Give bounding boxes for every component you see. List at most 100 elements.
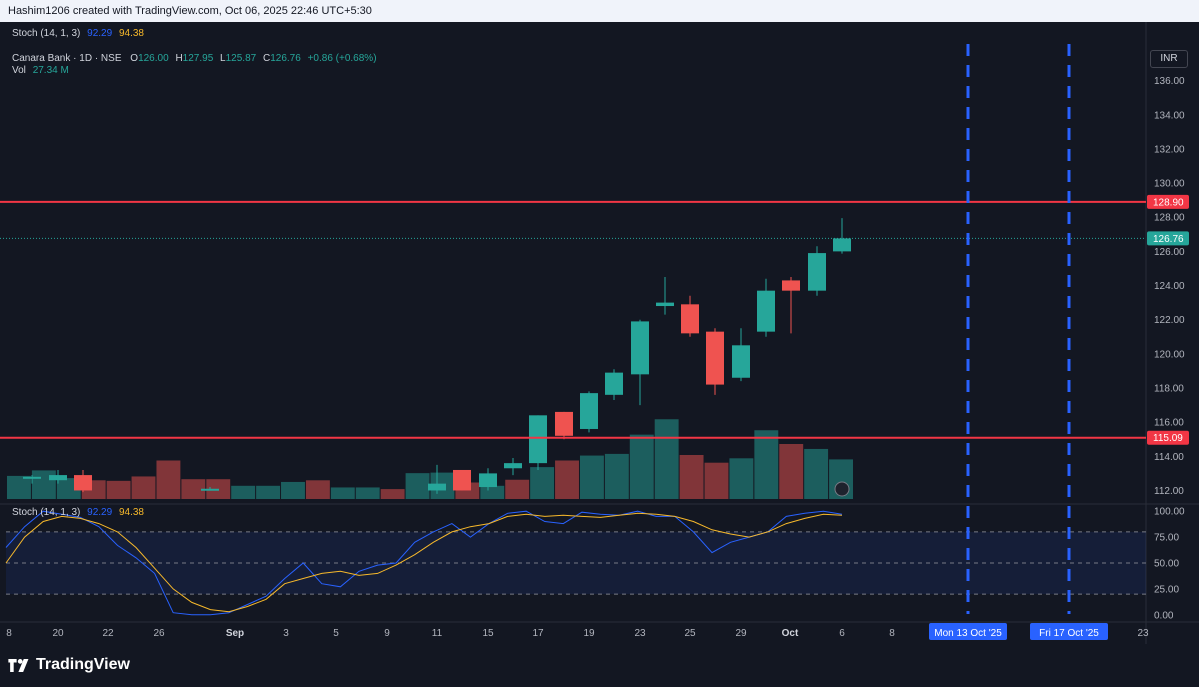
top-stoch-legend[interactable]: Stoch (14, 1, 3) 92.29 94.38 — [12, 28, 144, 39]
volume-bar — [131, 476, 156, 499]
open-value: 126.00 — [138, 53, 169, 64]
currency-button[interactable]: INR — [1150, 50, 1188, 68]
level-price-tag — [1147, 430, 1189, 445]
high-label: H — [175, 53, 183, 64]
volume-bar — [330, 487, 355, 499]
time-tick-label: 3 — [283, 628, 289, 639]
volume-bar — [281, 481, 305, 499]
price-tick-label: 128.00 — [1154, 213, 1185, 224]
volume-bar — [604, 453, 629, 499]
time-tick-label: 6 — [839, 628, 845, 639]
brand-name: TradingView — [36, 656, 130, 673]
price-tick-label: 112.00 — [1154, 486, 1184, 497]
candle-body — [833, 238, 851, 252]
level-price-label: 128.90 — [1153, 197, 1184, 208]
volume-bar — [7, 475, 31, 499]
candle-body — [580, 393, 598, 429]
price-tick-label: 118.00 — [1154, 384, 1184, 395]
vertical-date-label: Mon 13 Oct '25 — [934, 628, 1002, 639]
high-value: 127.95 — [182, 53, 214, 64]
candle-body — [782, 280, 800, 291]
candle-body — [504, 463, 522, 469]
vertical-date-tag — [929, 623, 1007, 640]
stoch-k-value: 92.29 — [87, 507, 113, 518]
candle-body — [631, 321, 649, 375]
vertical-date-tag — [1030, 623, 1108, 640]
time-tick-label: 8 — [6, 628, 12, 639]
volume-bar — [779, 444, 804, 499]
volume-bar — [181, 479, 206, 499]
price-tick-label: 130.00 — [1154, 179, 1185, 190]
candle-body — [808, 253, 826, 291]
currency-label: INR — [1160, 53, 1178, 64]
attribution-bar: Hashim1206 created with TradingView.com,… — [0, 0, 1199, 22]
change-value: +0.86 (+0.68%) — [307, 53, 377, 64]
candle-body — [74, 475, 92, 491]
volume-bar — [355, 487, 380, 499]
event-marker-icon — [834, 481, 850, 497]
time-tick-label: 23 — [1137, 628, 1149, 639]
time-tick-label: 29 — [735, 628, 747, 639]
price-tick-label: 132.00 — [1154, 144, 1185, 155]
top-stoch-name: Stoch (14, 1, 3) — [12, 28, 81, 39]
volume-value: 27.34 M — [32, 65, 69, 76]
price-tick-label: 114.00 — [1154, 452, 1184, 463]
level-price-tag — [1147, 194, 1189, 209]
top-stoch-k-value: 92.29 — [87, 28, 113, 39]
volume-bar — [679, 455, 704, 499]
candle-body — [49, 475, 67, 481]
price-tick-label: 122.00 — [1154, 315, 1185, 326]
candle-body — [656, 302, 674, 307]
time-tick-label: 22 — [102, 628, 114, 639]
time-tick-label: 26 — [153, 628, 165, 639]
candle-body — [428, 483, 446, 491]
last-price-tag — [1147, 231, 1189, 246]
time-tick-label: 11 — [432, 628, 443, 639]
candle-body — [681, 304, 699, 334]
bottom-stoch-legend[interactable]: Stoch (14, 1, 3) 92.29 94.38 — [12, 507, 144, 518]
volume-bar — [629, 434, 654, 499]
stoch-tick-label: 25.00 — [1154, 584, 1179, 595]
candle-body — [757, 290, 775, 332]
candle-body — [479, 473, 497, 488]
volume-bar — [156, 460, 181, 499]
time-tick-label: 19 — [583, 628, 595, 639]
stoch-tick-label: 50.00 — [1154, 559, 1179, 570]
stoch-name: Stoch (14, 1, 3) — [12, 507, 81, 518]
symbol-legend[interactable]: Canara Bank · 1D · NSE O126.00 H127.95 L… — [12, 53, 377, 64]
stoch-tick-label: 0.00 — [1154, 610, 1174, 621]
last-price-label: 126.76 — [1153, 234, 1184, 245]
volume-bar — [579, 455, 604, 499]
stoch-tick-label: 100.00 — [1154, 507, 1185, 518]
candle-body — [453, 469, 471, 491]
candle-body — [201, 488, 219, 491]
attribution-text: Hashim1206 created with TradingView.com,… — [8, 5, 372, 17]
price-tick-label: 120.00 — [1154, 349, 1185, 360]
symbol-title: Canara Bank · 1D · NSE — [12, 53, 122, 64]
volume-bar — [305, 480, 330, 499]
volume-bar — [480, 485, 505, 499]
volume-bar — [256, 485, 281, 499]
chart-area[interactable] — [0, 22, 1199, 644]
tradingview-logo[interactable]: TradingView — [8, 656, 130, 674]
low-value: 125.87 — [225, 53, 257, 64]
chart-canvas[interactable]: 112.00 114.00 116.00 118.00 120.00 122.00 124.… — [0, 22, 1199, 644]
volume-bar — [555, 460, 579, 499]
volume-bar — [231, 485, 256, 499]
price-tick-label: 126.00 — [1154, 247, 1185, 258]
volume-bar — [530, 467, 555, 499]
time-tick-label: 5 — [333, 628, 339, 639]
volume-legend[interactable]: Vol 27.34 M — [12, 65, 69, 76]
candle-body — [605, 372, 623, 395]
vertical-date-label: Fri 17 Oct '25 — [1039, 628, 1099, 639]
level-price-label: 115.09 — [1153, 433, 1183, 444]
time-tick-label: 8 — [889, 628, 895, 639]
candle-body — [23, 476, 41, 479]
volume-bar — [729, 458, 754, 499]
candle-body — [732, 345, 750, 378]
stoch-d-value: 94.38 — [118, 507, 144, 518]
volume-bar — [704, 462, 729, 499]
volume-bar — [31, 470, 56, 499]
stoch-series-line — [5, 510, 843, 616]
volume-bar — [405, 473, 430, 499]
